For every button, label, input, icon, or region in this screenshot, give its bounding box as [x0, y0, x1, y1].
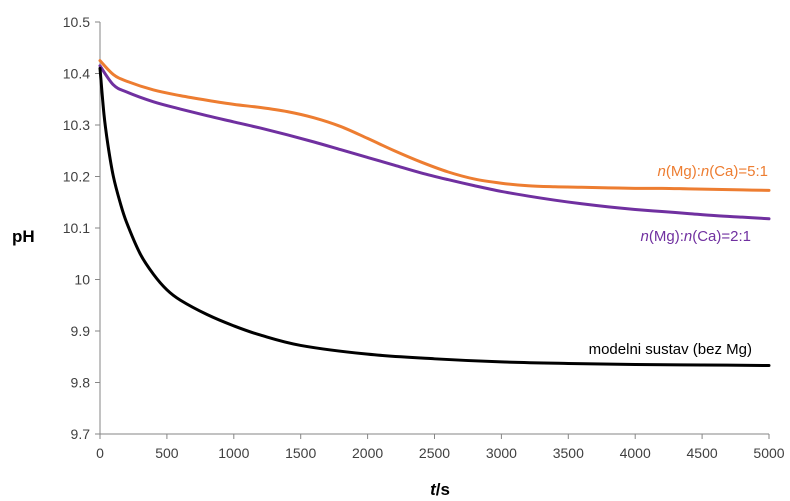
series-line-mg-ca-2-1	[98, 64, 771, 221]
y-tick-label: 10.3	[63, 117, 90, 133]
x-tick-label: 4000	[620, 445, 651, 461]
y-tick-label: 10.1	[63, 220, 90, 236]
x-tick-label: 4500	[687, 445, 718, 461]
y-tick-label: 10.2	[63, 169, 90, 185]
series-label-mg-ca-2-1: n(Mg):n(Ca)=2:1	[641, 228, 751, 245]
x-tick-label: 5000	[753, 445, 784, 461]
y-tick-label: 9.7	[71, 426, 91, 442]
y-tick-label: 10.4	[63, 66, 90, 82]
plot-area: 9.7 9.8 9.9 10 10.1 10.2 10.3 10.4 10.5 0 500 1000 1…	[12, 14, 785, 499]
x-tick-label: 1000	[218, 445, 249, 461]
y-tick-label: 10	[74, 272, 90, 288]
y-axis-title: pH	[12, 227, 35, 246]
y-tick-label: 9.8	[71, 375, 91, 391]
y-tick-label: 9.9	[71, 323, 91, 339]
x-tick-label: 3000	[486, 445, 517, 461]
series-line-mg-ca-5-1	[98, 59, 771, 192]
series-label-model-no-mg: modelni sustav (bez Mg)	[589, 341, 752, 358]
series-label-mg-ca-5-1: n(Mg):n(Ca)=5:1	[658, 163, 768, 180]
x-tick-label: 0	[96, 445, 104, 461]
series-line-model-no-mg	[98, 66, 771, 367]
x-tick-label: 2000	[352, 445, 383, 461]
x-tick-label: 1500	[285, 445, 316, 461]
y-tick-label: 10.5	[63, 14, 90, 30]
x-tick-label: 3500	[553, 445, 584, 461]
x-tick-label: 2500	[419, 445, 450, 461]
x-tick-label: 500	[155, 445, 179, 461]
x-axis-title: t/s	[430, 480, 450, 499]
